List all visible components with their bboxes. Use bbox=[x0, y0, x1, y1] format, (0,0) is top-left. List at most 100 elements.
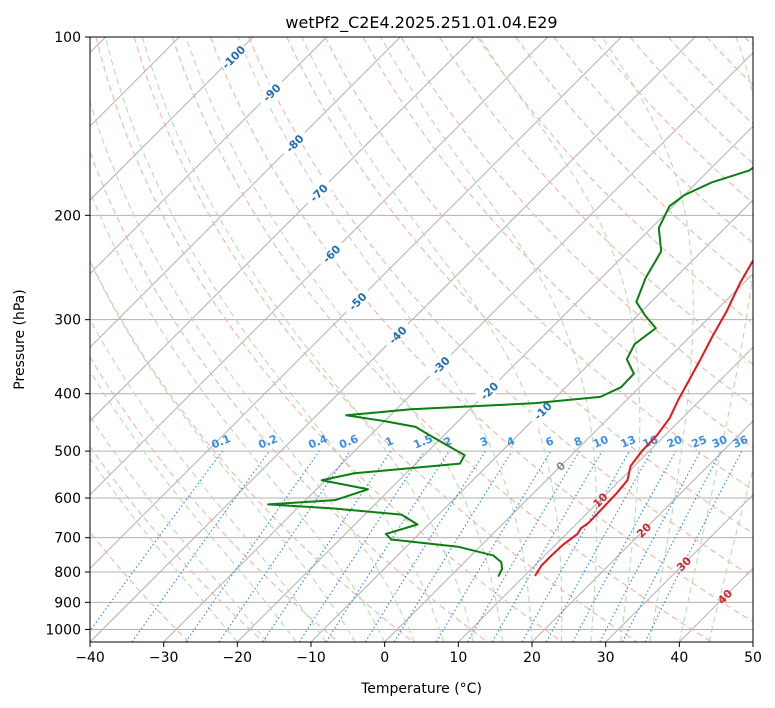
x-axis-label: Temperature (°C) bbox=[360, 681, 482, 697]
y-tick-label: 800 bbox=[54, 565, 81, 581]
mixing-ratio-label: 20 bbox=[665, 433, 684, 451]
isotherm-40 bbox=[678, 567, 753, 642]
moist-adiabat-28 bbox=[380, 37, 598, 642]
mixing-ratio-line bbox=[325, 450, 450, 642]
mixing-ratio-line bbox=[545, 450, 653, 642]
dry-adiabat-110 bbox=[438, 37, 753, 366]
moist-adiabat--16 bbox=[90, 415, 268, 642]
isotherm-30 bbox=[605, 493, 753, 642]
chart-title: wetPf2_C2E4.2025.251.01.04.E29 bbox=[285, 13, 557, 33]
dry-adiabat-70 bbox=[286, 37, 753, 534]
mixing-ratio-label: 8 bbox=[572, 434, 584, 449]
mixing-ratio-label: 1 bbox=[383, 434, 395, 449]
dry-adiabat-90 bbox=[362, 37, 753, 449]
reference-label: 30 bbox=[674, 554, 694, 574]
dry-adiabat-0 bbox=[90, 259, 414, 642]
isotherm--60 bbox=[90, 37, 549, 496]
x-tick-label: −20 bbox=[223, 650, 253, 666]
mixing-ratio-label: 0.4 bbox=[306, 432, 329, 451]
isotherm-label-bg bbox=[302, 176, 335, 209]
isotherm--100 bbox=[90, 37, 254, 201]
mixing-ratio-line bbox=[393, 450, 513, 642]
mixing-ratio-label: 6 bbox=[544, 434, 556, 449]
isotherm-label-bg bbox=[424, 349, 457, 381]
mixing-ratio-line bbox=[521, 450, 631, 642]
dry-adiabat-150 bbox=[591, 37, 753, 204]
dry-adiabat-170 bbox=[667, 37, 753, 125]
mixing-ratio-label: 10 bbox=[591, 433, 610, 451]
dewpoint-profile bbox=[267, 166, 753, 577]
dry-adiabat-50 bbox=[209, 37, 753, 623]
mixing-ratio-line bbox=[491, 450, 603, 642]
mixing-ratio-line bbox=[466, 450, 580, 642]
mixing-ratio-line bbox=[364, 450, 486, 642]
y-tick-label: 100 bbox=[54, 30, 81, 46]
x-tick-label: −10 bbox=[296, 650, 326, 666]
isotherm--50 bbox=[90, 37, 622, 570]
isotherm-label-bg bbox=[315, 237, 347, 270]
mixing-ratio-label: 30 bbox=[710, 433, 729, 451]
reference-label: 0 bbox=[554, 459, 569, 474]
isotherm-10 bbox=[457, 346, 753, 642]
moist-adiabat-24 bbox=[301, 37, 563, 642]
isotherm--20 bbox=[236, 125, 753, 642]
x-tick-label: 20 bbox=[523, 650, 541, 666]
mixing-ratio-label: 0.1 bbox=[210, 432, 233, 451]
x-tick-label: 0 bbox=[380, 650, 389, 666]
moist-adiabat-0 bbox=[90, 190, 386, 642]
isotherm-label-bg bbox=[255, 76, 287, 108]
y-tick-label: 600 bbox=[54, 491, 81, 507]
dry-adiabat-30 bbox=[133, 37, 638, 642]
isotherm--90 bbox=[90, 37, 328, 275]
isotherm-label-bg bbox=[473, 374, 505, 407]
isotherm-label-bg bbox=[278, 127, 310, 159]
moist-adiabat-20 bbox=[237, 37, 533, 642]
mixing-ratio-line bbox=[218, 450, 351, 642]
isotherm--80 bbox=[90, 37, 401, 349]
isotherm-label-bg bbox=[217, 41, 249, 73]
isotherm--30 bbox=[163, 51, 753, 642]
y-tick-label: 200 bbox=[54, 208, 81, 224]
y-tick-label: 900 bbox=[54, 595, 81, 611]
isotherm-50 bbox=[752, 641, 753, 642]
background-labels: 0.1 0.2 0.4 0.6 1 1.5 2 3 4 6 8 10 13 16 20 25 30 36-100-… bbox=[210, 41, 750, 607]
dry-adiabat-100 bbox=[400, 37, 753, 407]
dry-adiabat--10 bbox=[90, 355, 339, 642]
isotherm-label-bg bbox=[526, 394, 559, 427]
mixing-ratio-line bbox=[435, 450, 552, 642]
moist-adiabat-12 bbox=[141, 37, 474, 642]
isotherm-label-bg bbox=[381, 319, 413, 351]
isotherm-label-bg bbox=[341, 285, 373, 317]
isotherm-20 bbox=[531, 420, 753, 642]
y-tick-label: 400 bbox=[54, 387, 81, 403]
y-tick-label: 700 bbox=[54, 531, 81, 547]
dry-adiabat-20 bbox=[95, 37, 563, 642]
mixing-ratio-label: 13 bbox=[619, 433, 638, 451]
y-tick-label: 300 bbox=[54, 313, 81, 329]
mixing-ratio-line bbox=[131, 450, 270, 642]
moist-adiabat-32 bbox=[478, 37, 641, 642]
mixing-ratio-label: 36 bbox=[731, 433, 750, 451]
isotherm--10 bbox=[310, 199, 753, 642]
dry-adiabat-190 bbox=[744, 37, 753, 47]
isotherm--70 bbox=[90, 37, 475, 422]
x-tick-label: 50 bbox=[744, 650, 762, 666]
moist-adiabat-4 bbox=[90, 99, 415, 642]
x-tick-label: −30 bbox=[149, 650, 179, 666]
background-lines bbox=[90, 37, 753, 642]
dry-adiabat-10 bbox=[90, 150, 488, 642]
moist-adiabat-36 bbox=[601, 37, 694, 642]
mixing-ratio-line bbox=[185, 450, 320, 642]
mixing-ratio-label: 3 bbox=[478, 434, 490, 449]
dry-adiabat--30 bbox=[90, 531, 190, 642]
moist-adiabat--4 bbox=[90, 260, 356, 642]
dry-adiabat-140 bbox=[553, 37, 753, 244]
plot-frame bbox=[89, 36, 754, 643]
moist-adiabat-16 bbox=[185, 37, 504, 642]
y-tick-label: 1000 bbox=[45, 622, 81, 638]
moist-adiabat-44 bbox=[708, 467, 753, 642]
temperature-profile bbox=[534, 258, 753, 577]
mixing-ratio-line bbox=[298, 450, 425, 642]
